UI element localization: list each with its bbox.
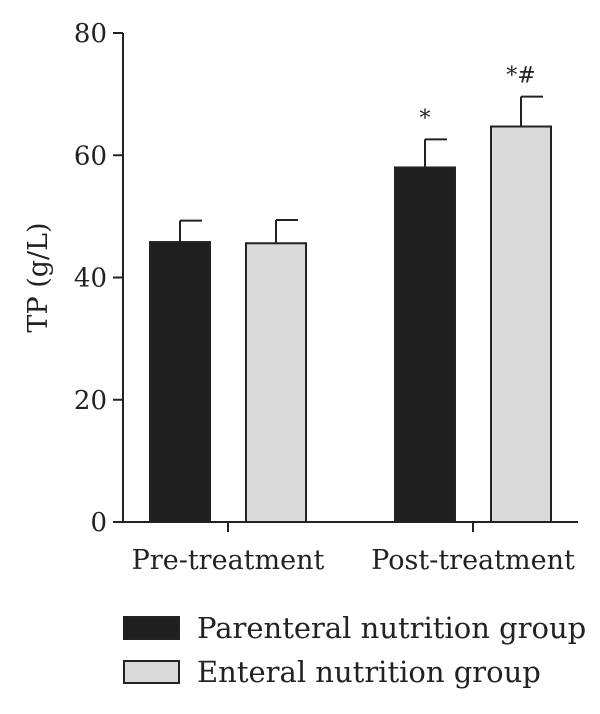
legend-label: Enteral nutrition group — [197, 655, 541, 689]
y-tick-label: 40 — [74, 264, 107, 294]
bar — [245, 242, 307, 524]
legend-swatch — [123, 660, 180, 684]
significance-marker: *# — [506, 64, 535, 89]
y-tick-label: 20 — [74, 386, 107, 416]
bar — [490, 125, 552, 524]
significance-marker: * — [420, 106, 431, 131]
y-tick-label: 60 — [74, 141, 107, 171]
chart-axes: 0 20 40 60 80 TP (g/L) Pre-treatment Post-treat… — [23, 19, 578, 576]
y-tick-label: 0 — [90, 508, 107, 538]
y-tick-label: 80 — [74, 19, 107, 49]
x-category-label: Post-treatment — [371, 545, 575, 576]
bar — [149, 241, 211, 524]
y-axis-title: TP (g/L) — [23, 222, 54, 332]
x-category-label: Pre-treatment — [132, 545, 325, 576]
legend-label: Parenteral nutrition group — [197, 611, 586, 645]
chart-legend: Parenteral nutrition group Enteral nutrit… — [123, 611, 586, 689]
chart-bars: * *# — [149, 64, 552, 524]
bar — [394, 166, 456, 523]
legend-swatch — [123, 616, 180, 640]
